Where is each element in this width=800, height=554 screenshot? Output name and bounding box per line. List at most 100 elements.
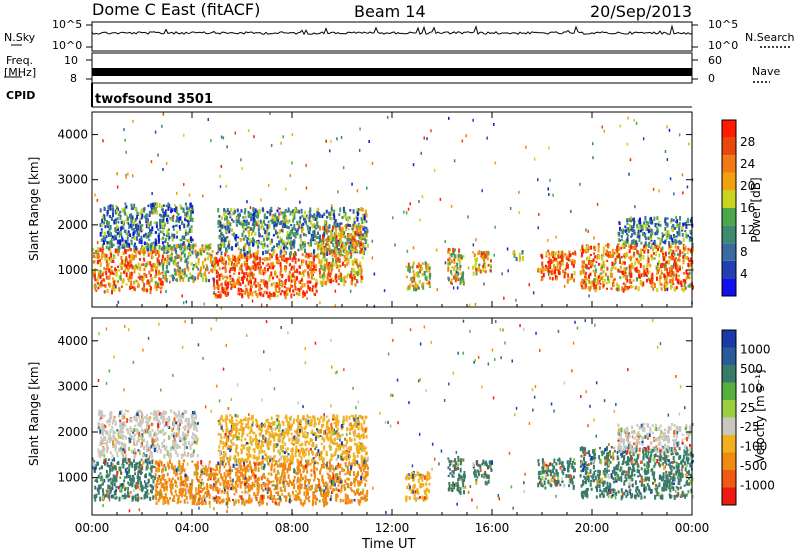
echo-cell — [250, 284, 253, 289]
echo-cell — [281, 222, 284, 227]
echo-cell — [330, 494, 333, 499]
echo-cell — [192, 427, 195, 431]
echo-cell — [119, 419, 122, 423]
echo-cell — [567, 257, 570, 262]
echo-cell — [339, 264, 342, 268]
echo-cell — [169, 257, 171, 261]
echo-cell — [269, 294, 271, 297]
echo-cell — [163, 233, 166, 236]
echo-cell — [124, 458, 127, 463]
echo-cell — [312, 217, 315, 221]
echo-cell — [223, 208, 226, 213]
echo-cell — [171, 427, 174, 432]
echo-cell — [689, 219, 692, 223]
echo-cell — [178, 462, 181, 467]
echo-cell — [132, 174, 134, 178]
echo-cell — [297, 248, 300, 251]
echo-cell — [682, 279, 685, 283]
echo-cell — [218, 276, 221, 279]
echo-cell — [178, 425, 181, 431]
echo-cell — [174, 473, 177, 477]
echo-cell — [224, 281, 227, 286]
echo-cell — [287, 236, 290, 240]
echo-cell — [566, 278, 569, 284]
echo-cell — [118, 275, 121, 280]
echo-cell — [686, 251, 689, 255]
echo-cell — [94, 269, 96, 275]
echo-cell — [205, 278, 208, 283]
echo-cell — [110, 217, 113, 221]
echo-cell — [95, 249, 98, 255]
echo-cell — [117, 212, 120, 217]
echo-cell — [199, 501, 202, 505]
echo-cell — [632, 247, 635, 250]
echo-cell — [130, 482, 132, 486]
echo-cell — [173, 247, 176, 252]
echo-cell — [512, 251, 515, 256]
echo-cell — [430, 129, 432, 133]
echo-cell — [304, 248, 306, 254]
echo-cell — [659, 275, 662, 280]
echo-cell — [565, 256, 568, 260]
echo-cell — [274, 292, 276, 297]
echo-cell — [127, 233, 130, 236]
echo-cell — [273, 468, 276, 473]
echo-cell — [109, 268, 112, 272]
echo-cell — [678, 258, 681, 262]
echo-cell — [266, 250, 269, 254]
echo-cell — [251, 299, 254, 303]
echo-cell — [656, 231, 659, 236]
echo-cell — [133, 438, 136, 443]
echo-cell — [284, 241, 287, 246]
echo-cell — [140, 209, 143, 214]
echo-cell — [334, 219, 337, 222]
echo-cell — [185, 239, 188, 242]
echo-cell — [633, 221, 636, 226]
echo-cell — [314, 268, 317, 271]
echo-cell — [125, 461, 128, 465]
echo-cell — [604, 244, 607, 247]
echo-cell — [137, 429, 140, 433]
echo-cell — [311, 223, 314, 229]
echo-cell — [130, 264, 133, 268]
echo-cell — [223, 244, 226, 248]
echo-cell — [148, 270, 151, 275]
echo-cell — [228, 277, 231, 281]
echo-cell — [282, 215, 285, 219]
echo-cell — [194, 424, 197, 429]
echo-cell — [329, 230, 332, 233]
echo-cell — [133, 254, 136, 260]
echo-cell — [682, 287, 685, 293]
echo-cell — [152, 495, 155, 500]
echo-cell — [456, 275, 459, 281]
echo-cell — [143, 207, 146, 211]
echo-cell — [302, 222, 305, 226]
echo-cell — [328, 245, 331, 251]
echo-cell — [126, 487, 129, 490]
echo-cell — [160, 284, 163, 290]
echo-cell — [307, 215, 310, 219]
echo-cell — [157, 228, 160, 231]
echo-cell — [343, 282, 346, 287]
echo-cell — [187, 430, 190, 433]
echo-cell — [528, 283, 530, 287]
echo-cell — [593, 286, 596, 290]
echo-cell — [222, 238, 225, 241]
echo-cell — [247, 230, 250, 234]
echo-cell — [545, 267, 547, 271]
echo-cell — [121, 441, 123, 446]
echo-cell — [680, 282, 683, 285]
echo-cell — [149, 261, 152, 266]
echo-cell — [169, 280, 171, 284]
echo-cell — [652, 282, 655, 285]
echo-cell — [632, 229, 635, 234]
echo-cell — [145, 421, 148, 424]
echo-cell — [593, 236, 595, 240]
echo-cell — [134, 217, 137, 222]
echo-cell — [105, 268, 108, 271]
echo-cell — [414, 281, 417, 287]
echo-cell — [111, 454, 114, 458]
echo-cell — [99, 262, 102, 267]
echo-cell — [331, 264, 334, 267]
echo-cell — [117, 486, 120, 490]
